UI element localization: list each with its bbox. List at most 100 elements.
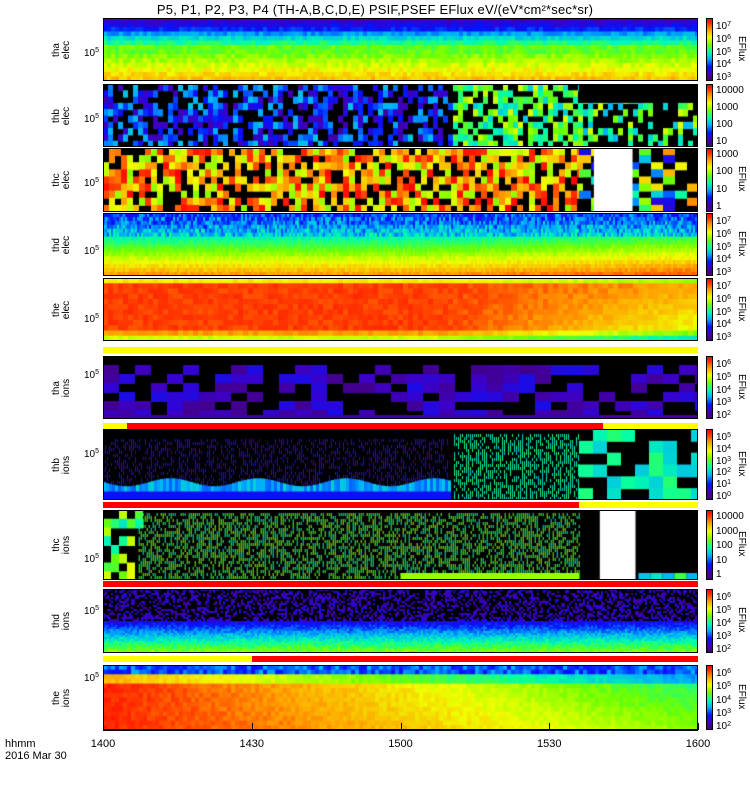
the-ions-spectrogram [103, 665, 698, 730]
colorbar-label: EFlux [736, 35, 747, 62]
x-tick-mark [251, 723, 253, 730]
colorbar [706, 213, 713, 276]
thd-elec-heatmap-canvas [103, 213, 698, 276]
thb-ions-heatmap-canvas [103, 429, 698, 500]
mode-indicator-bar [103, 347, 698, 353]
colorbar-tick-label: 1000 [716, 102, 739, 113]
mode-indicator-bar [103, 581, 698, 587]
mode-indicator-bar [103, 502, 579, 508]
colorbar-tick-label: 105 [716, 241, 732, 253]
colorbar-tick-label: 10 [716, 183, 728, 195]
panel-ylabel: thc elec [51, 160, 72, 200]
colorbar-tick-label: 10 [716, 136, 728, 147]
colorbar [706, 356, 713, 419]
colorbar [706, 510, 713, 580]
ylabel-species: elec [61, 300, 72, 319]
colorbar [706, 589, 713, 653]
colorbar-tick-label: 104 [716, 254, 732, 266]
colorbar-tick-label: 102 [716, 721, 732, 732]
colorbar-tick-label: 102 [716, 644, 732, 655]
y-tick-label: 105 [83, 447, 99, 460]
colorbar-tick-label: 10 [716, 554, 728, 566]
colorbar [706, 18, 713, 81]
colorbar-tick-label: 10000 [716, 511, 744, 522]
colorbar-tick-label: 100 [716, 166, 733, 178]
thb-elec-spectrogram [103, 84, 698, 147]
colorbar-tick-label: 1000 [716, 525, 739, 537]
colorbar-tick-label: 106 [716, 33, 732, 45]
tha-ions-heatmap-canvas [103, 356, 698, 419]
ylabel-species: ions [61, 535, 72, 555]
thc-elec-heatmap-canvas [103, 148, 698, 212]
mode-indicator-bar [103, 656, 252, 662]
colorbar-tick-label: 107 [716, 216, 732, 227]
thd-ions-spectrogram [103, 589, 698, 653]
colorbar-tick-label: 106 [716, 668, 732, 679]
y-tick-label: 105 [83, 312, 99, 325]
x-tick-label: 1500 [388, 738, 413, 750]
colorbar-tick-label: 104 [716, 384, 732, 396]
ylabel-species: ions [61, 611, 72, 631]
colorbar-tick-label: 105 [716, 371, 732, 383]
figure-title: P5, P1, P2, P3, P4 (TH-A,B,C,D,E) PSIF,P… [156, 2, 594, 17]
colorbar-tick-label: 103 [716, 332, 732, 343]
colorbar-tick-label: 104 [716, 443, 732, 455]
colorbar-tick-label: 1 [716, 569, 722, 580]
colorbar-label: EFlux [736, 166, 747, 192]
colorbar-tick-label: 100 [716, 119, 733, 130]
thc-elec-spectrogram [103, 148, 698, 212]
panel-ylabel: the elec [51, 290, 72, 330]
mode-indicator-bar [602, 423, 698, 429]
colorbar-tick-label: 105 [716, 306, 732, 318]
panel-ylabel: thd elec [51, 225, 72, 265]
colorbar-tick-label: 100 [716, 540, 733, 551]
ylabel-species: elec [61, 235, 72, 254]
colorbar-tick-label: 104 [716, 618, 732, 629]
thc-ions-spectrogram [103, 510, 698, 580]
colorbar-tick-label: 106 [716, 293, 732, 305]
y-tick-label: 105 [83, 672, 99, 684]
colorbar-label: EFlux [736, 295, 747, 322]
colorbar-tick-label: 100 [716, 491, 732, 502]
mode-indicator-bar [126, 423, 603, 429]
colorbar-tick-label: 107 [716, 21, 732, 32]
colorbar-tick-label: 104 [716, 694, 732, 706]
colorbar [706, 429, 713, 500]
thd-ions-heatmap-canvas [103, 589, 698, 653]
colorbar-tick-label: 102 [716, 410, 732, 421]
y-tick-label: 105 [83, 112, 99, 125]
colorbar-tick-label: 106 [716, 592, 732, 603]
panel-ylabel: thc ions [51, 525, 72, 565]
x-tick-mark [549, 723, 551, 730]
x-tick-label: 1600 [685, 738, 711, 750]
y-tick-label: 105 [83, 177, 99, 190]
mode-indicator-bar [103, 423, 127, 429]
mode-indicator-bar [251, 656, 698, 662]
ylabel-species: elec [61, 106, 72, 125]
colorbar-tick-label: 105 [716, 432, 732, 443]
y-tick-label: 105 [83, 553, 99, 565]
colorbar-label: EFlux [736, 683, 747, 710]
colorbar-label: EFlux [736, 531, 747, 557]
colorbar-tick-label: 105 [716, 605, 732, 616]
colorbar-tick-label: 107 [716, 281, 732, 292]
panel-ylabel: thb ions [51, 445, 72, 485]
colorbar-tick-label: 1000 [716, 149, 739, 160]
colorbar-tick-label: 103 [716, 707, 732, 719]
colorbar-tick-label: 103 [716, 455, 732, 467]
colorbar-tick-label: 105 [716, 681, 732, 693]
tha-elec-spectrogram [103, 18, 698, 81]
colorbar [706, 278, 713, 341]
x-tick-label: 1400 [90, 738, 116, 750]
colorbar-tick-label: 102 [716, 467, 732, 479]
x-axis-date: 2016 Mar 30 [5, 750, 67, 762]
x-tick-mark [400, 723, 402, 730]
colorbar-tick-label: 103 [716, 631, 732, 642]
the-ions-heatmap-canvas [103, 665, 698, 730]
colorbar-tick-label: 103 [716, 397, 732, 409]
colorbar-tick-label: 1 [716, 201, 722, 212]
x-tick-mark [103, 723, 104, 730]
colorbar-label: EFlux [736, 230, 747, 257]
colorbar-tick-label: 103 [716, 72, 732, 83]
ylabel-species: ions [61, 688, 72, 707]
